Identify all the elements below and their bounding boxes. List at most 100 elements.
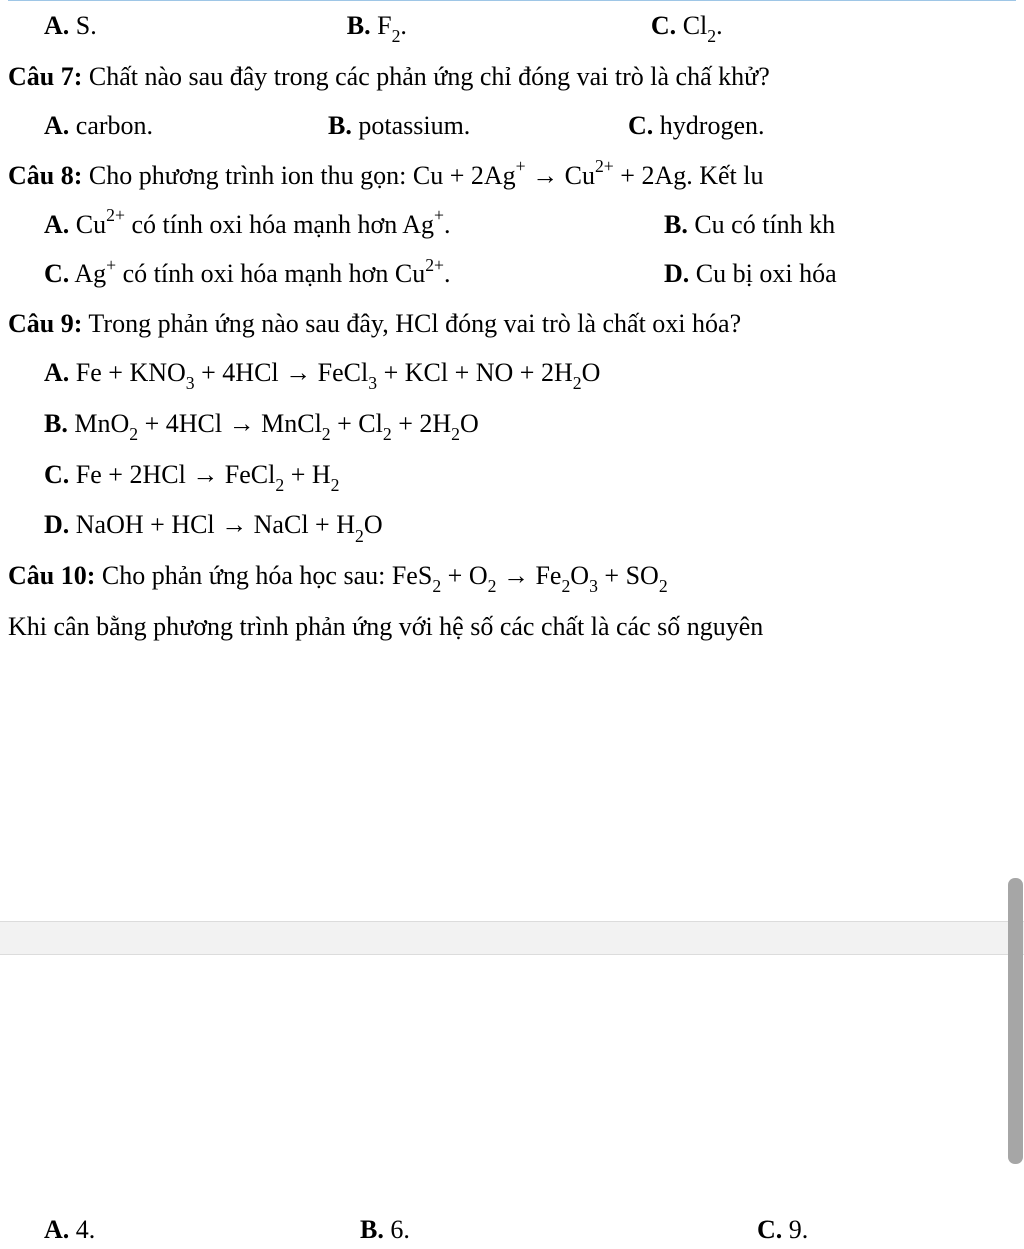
q8-options-row1: A. Cu2+ có tính oxi hóa mạnh hơn Ag+. B.… [8,200,1016,249]
sub: 2 [488,576,497,596]
t: Fe [529,561,562,590]
opt-text: Cu có tính kh [688,210,835,239]
q9-option-d: D. NaOH + HCl → NaCl + H2O [8,500,1016,551]
q10-line2: Khi cân bằng phương trình phản ứng với h… [8,602,1016,651]
t: Cho phương trình ion thu gọn: Cu + 2Ag [82,161,515,190]
t: O [582,358,601,387]
t: FeCl [311,358,368,387]
sub: 2 [383,424,392,444]
t: + 4HCl [195,358,286,387]
arrow-icon: → [192,459,218,489]
opt-text: F [371,11,392,40]
t: FeCl [218,460,275,489]
opt-label: D. [664,259,689,288]
t: + 2H [392,409,451,438]
t: NaOH + HCl [69,510,221,539]
t: + KCl + NO + 2H [377,358,573,387]
q8-option-a: A. Cu2+ có tính oxi hóa mạnh hơn Ag+. [8,200,664,249]
t: có tính oxi hóa mạnh hơn Ag [125,210,434,239]
opt-label: C. [44,259,69,288]
q10-options-row: A. 4. B. 6. C. 9. [8,1215,1016,1245]
q9-option-a: A. Fe + KNO3 + 4HCl → FeCl3 + KCl + NO +… [8,348,1016,399]
t: + O [441,561,487,590]
t: + H [284,460,330,489]
opt-label: C. [628,111,653,140]
opt-label: B. [347,11,371,40]
t: + Cl [331,409,383,438]
sup: + [106,255,116,275]
opt-text: Cu bị oxi hóa [689,259,836,288]
opt-label: A. [44,210,69,239]
sub: 2 [451,424,460,444]
arrow-icon: → [229,408,255,438]
q9-title: Câu 9: Trong phản ứng nào sau đây, HCl đ… [8,299,1016,348]
question-label: Câu 10: [8,561,95,590]
t: Cho phản ứng hóa học sau: FeS [95,561,432,590]
sup: 2+ [425,255,444,275]
opt-label: A. [44,358,69,387]
opt-text: S. [69,11,96,40]
sub: 3 [186,373,195,393]
t: có tính oxi hóa mạnh hơn Cu [116,259,425,288]
t: Ag [69,259,106,288]
question-label: Câu 7: [8,62,82,91]
q7-options-row: A. carbon. B. potassium. C. hydrogen. [8,101,1016,150]
t: + 4HCl [138,409,229,438]
t: Cu [558,161,595,190]
scrollbar-thumb[interactable] [1008,878,1023,1164]
t: . [444,259,451,288]
arrow-icon: → [503,560,529,590]
sub: 3 [589,576,598,596]
sub: 2 [322,424,331,444]
q8-option-d: D. Cu bị oxi hóa [664,249,837,298]
t: + 2Ag. Kết lu [614,161,764,190]
opt-label: C. [757,1215,782,1244]
sub: 2 [275,475,284,495]
question-text: Khi cân bằng phương trình phản ứng với h… [8,612,763,641]
q8-options-row2: C. Ag+ có tính oxi hóa mạnh hơn Cu2+. D.… [8,249,1016,298]
opt-text: 9. [782,1215,808,1244]
q7-option-a: A. carbon. [8,101,328,150]
opt-tail: . [716,11,723,40]
q8-option-c: C. Ag+ có tính oxi hóa mạnh hơn Cu2+. [8,249,664,298]
q9-option-c: C. Fe + 2HCl → FeCl2 + H2 [8,450,1016,501]
question-text: Chất nào sau đây trong các phản ứng chỉ … [82,62,769,91]
t: O [460,409,479,438]
q6-options-row: A. S. B. F2. C. Cl2. [8,0,1016,52]
sup: 2+ [595,156,614,176]
opt-label: A. [44,111,69,140]
t: NaCl + H [247,510,355,539]
opt-label: A. [44,1215,69,1244]
q6-option-c: C. Cl2. [407,1,723,52]
t: MnCl [255,409,322,438]
opt-label: C. [44,460,69,489]
sub: 2 [129,424,138,444]
t: O [364,510,383,539]
sup: 2+ [106,205,125,225]
sup: + [434,205,444,225]
q7-option-b: B. potassium. [328,101,628,150]
arrow-icon: → [285,357,311,387]
opt-text: carbon. [69,111,153,140]
t: Fe + 2HCl [69,460,192,489]
opt-text: Cl [676,11,707,40]
sub: 2 [573,373,582,393]
subscript: 2 [392,26,401,46]
question-text: Trong phản ứng nào sau đây, HCl đóng vai… [82,309,741,338]
opt-label: A. [44,11,69,40]
sub: 2 [659,576,668,596]
q6-option-b: B. F2. [97,1,407,52]
subscript: 2 [707,26,716,46]
page: A. S. B. F2. C. Cl2. Câu 7: Chất nào sau… [0,0,1024,1249]
t: MnO [68,409,129,438]
opt-text: potassium. [352,111,470,140]
arrow-icon: → [221,509,247,539]
opt-text: hydrogen. [653,111,764,140]
blank-space [8,651,1016,921]
t: . [444,210,451,239]
q8-title: Câu 8: Cho phương trình ion thu gọn: Cu … [8,151,1016,200]
sub: 2 [355,526,364,546]
q7-option-c: C. hydrogen. [628,101,764,150]
t: O [570,561,589,590]
sup: + [516,156,526,176]
